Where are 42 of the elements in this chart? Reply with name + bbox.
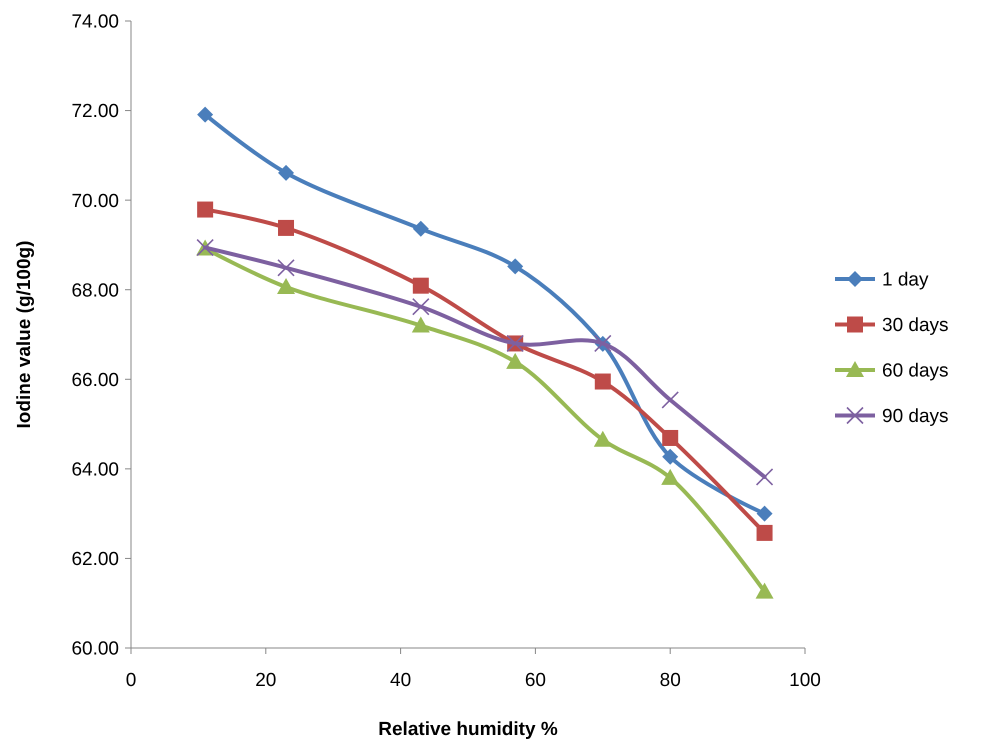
- point: [278, 220, 294, 236]
- point: [756, 468, 774, 486]
- point: [594, 430, 612, 447]
- point: [507, 258, 524, 274]
- x-tick-label: 0: [126, 670, 136, 691]
- x-axis-title: Relative humidity %: [378, 719, 558, 740]
- point: [756, 506, 773, 522]
- y-tick-label: 72.00: [71, 101, 119, 122]
- x-tick-label: 40: [390, 670, 412, 691]
- point: [277, 258, 295, 277]
- point: [278, 164, 294, 181]
- point: [197, 106, 214, 123]
- point: [197, 202, 214, 218]
- x-tick-label: 80: [660, 670, 681, 691]
- y-tick-label: 62.00: [71, 549, 119, 570]
- point: [506, 352, 524, 369]
- legend-label: 60 days: [882, 360, 949, 382]
- point: [756, 524, 773, 541]
- point: [412, 316, 430, 333]
- point: [412, 298, 430, 316]
- point: [662, 430, 678, 446]
- y-tick-label: 66.00: [71, 370, 119, 391]
- x-tick-label: 60: [524, 670, 546, 691]
- point: [594, 374, 611, 390]
- legend-label: 30 days: [882, 315, 949, 336]
- y-tick-label: 68.00: [71, 280, 119, 302]
- point: [662, 448, 678, 465]
- x-tick-label: 20: [255, 670, 276, 691]
- x-tick-label: 100: [789, 670, 821, 691]
- y-tick-label: 74.00: [71, 12, 119, 33]
- legend-label: 1 day: [882, 270, 929, 291]
- y-axis-title: Iodine value (g/100g): [14, 240, 35, 428]
- point: [661, 391, 679, 409]
- point: [756, 582, 774, 599]
- point: [277, 278, 296, 294]
- y-tick-label: 64.00: [71, 460, 119, 481]
- point: [412, 220, 429, 237]
- point: [412, 278, 429, 294]
- legend-label: 90 days: [882, 406, 949, 428]
- y-tick-label: 70.00: [71, 190, 119, 212]
- y-tick-label: 60.00: [71, 638, 119, 660]
- point: [661, 468, 680, 485]
